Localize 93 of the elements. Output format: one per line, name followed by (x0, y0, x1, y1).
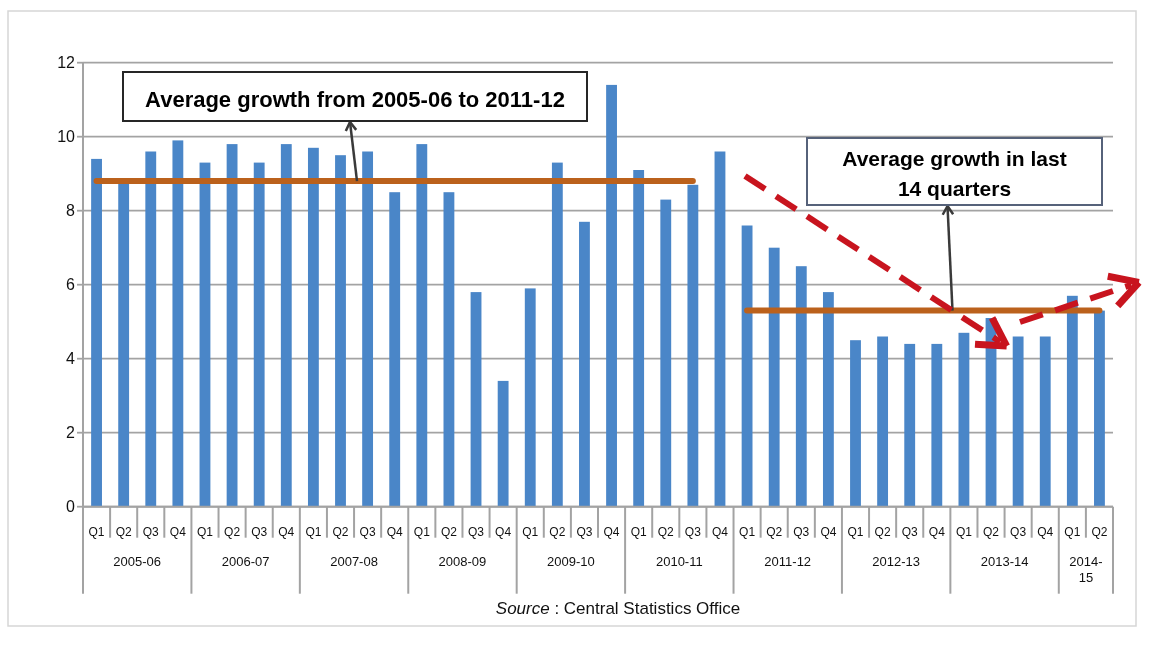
x-tick-label: Q3 (901, 524, 919, 539)
x-tick-label: Q4 (603, 524, 620, 539)
text: 2014-15 (1069, 553, 1103, 585)
y-tick-label: 6 (66, 276, 76, 294)
x-tick-label: Q3 (684, 524, 702, 539)
bar (714, 151, 726, 507)
x-tick-label: Q3 (793, 524, 810, 539)
x-tick-label: Q2 (657, 524, 675, 539)
y-tick-label: 8 (66, 202, 76, 220)
source-note: Source : Central Statistics Office (495, 599, 741, 618)
bar (362, 151, 374, 507)
x-tick-label: Q3 (576, 524, 593, 539)
text: 2008-09 (438, 553, 487, 569)
x-tick-label: Q1 (522, 524, 539, 539)
bar (768, 247, 780, 507)
bar (606, 84, 617, 507)
y-tick-label: 0 (66, 498, 76, 516)
text: 2007-08 (330, 553, 378, 569)
text: 2011-12 (764, 553, 812, 569)
bar (551, 162, 563, 507)
bar (470, 292, 482, 507)
x-tick-label: Q2 (440, 524, 458, 539)
text: 2010-11 (655, 553, 703, 569)
x-tick-label: Q1 (739, 524, 756, 539)
bar (226, 144, 238, 507)
y-tick-label: 2 (66, 424, 76, 442)
x-tick-label: Q2 (332, 524, 349, 539)
bar (877, 336, 889, 507)
x-tick-label: Q4 (820, 524, 837, 539)
bar (904, 343, 916, 507)
bar (850, 340, 861, 507)
y-tick-label: 12 (57, 54, 76, 72)
x-tick-label: Q2 (549, 524, 566, 539)
y-tick-label: 4 (66, 350, 76, 368)
annotation: Average growth in last 14 quarters (842, 147, 1067, 200)
bar (253, 162, 265, 507)
bar (1039, 336, 1051, 507)
bar (822, 292, 834, 507)
text: 2013-14 (980, 553, 1029, 569)
x-tick-label: Q2 (115, 524, 132, 539)
x-tick-label: Q2 (766, 524, 783, 539)
bar (741, 225, 753, 507)
bar (497, 380, 509, 507)
bar (307, 147, 319, 507)
x-tick-label: Q1 (955, 524, 973, 539)
bar (795, 266, 807, 507)
x-tick-label: Q3 (1010, 524, 1027, 539)
text: 2012-13 (872, 553, 921, 569)
x-tick-label: Q3 (142, 524, 160, 539)
x-tick-label: Q3 (251, 524, 268, 539)
bar (1012, 336, 1024, 507)
x-tick-label: Q2 (224, 524, 241, 539)
x-tick-label: Q1 (1064, 524, 1081, 539)
x-tick-label: Q4 (711, 524, 729, 539)
x-tick-label: Q1 (88, 524, 105, 539)
x-tick-label: Q4 (495, 524, 512, 539)
x-tick-label: Q1 (630, 524, 647, 539)
bar (335, 155, 346, 507)
bar (280, 144, 292, 507)
x-tick-label: Q2 (983, 524, 1000, 539)
x-tick-label: Q4 (928, 524, 946, 539)
bar (118, 181, 130, 507)
bar (931, 343, 943, 507)
bar (443, 192, 455, 507)
y-tick-label: 10 (57, 128, 76, 146)
bar (91, 158, 102, 507)
x-tick-label: Q1 (196, 524, 214, 539)
x-tick-label: Q1 (305, 524, 322, 539)
x-tick-label: Q1 (413, 524, 431, 539)
x-tick-label: Q2 (874, 524, 891, 539)
bar (389, 192, 401, 507)
bar (199, 162, 211, 507)
text: 2005-06 (113, 553, 162, 569)
x-tick-label: Q2 (1091, 524, 1108, 539)
x-tick-label: Q4 (1037, 524, 1054, 539)
annotation: Average growth from 2005-06 to 2011-12 (145, 87, 565, 112)
bar (145, 151, 157, 507)
x-tick-label: Q4 (169, 524, 187, 539)
x-tick-label: Q1 (847, 524, 864, 539)
bar (1094, 310, 1105, 507)
bar (524, 288, 536, 507)
bar (687, 184, 699, 507)
bar (660, 199, 672, 507)
text: 2006-07 (221, 553, 270, 569)
x-tick-label: Q3 (359, 524, 376, 539)
text: 2009-10 (547, 553, 595, 569)
bar (416, 144, 428, 507)
x-tick-label: Q4 (386, 524, 404, 539)
x-tick-label: Q3 (468, 524, 485, 539)
bar (172, 140, 184, 507)
bar (633, 170, 645, 507)
bar (579, 221, 590, 507)
x-tick-label: Q4 (278, 524, 295, 539)
